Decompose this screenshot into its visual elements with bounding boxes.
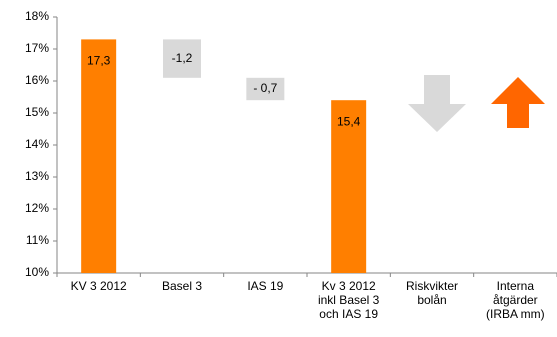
y-tick-label: 17% bbox=[25, 41, 49, 55]
down-arrow bbox=[408, 75, 466, 132]
y-tick-label: 12% bbox=[25, 201, 49, 215]
up-arrow bbox=[491, 77, 545, 128]
x-tick-label: KV 3 2012 bbox=[71, 279, 127, 293]
data-label: 15,4 bbox=[337, 114, 361, 128]
bar bbox=[246, 77, 285, 101]
data-label: 17,3 bbox=[87, 54, 111, 68]
x-tick-label: IAS 19 bbox=[247, 279, 283, 293]
x-tick-label: bolån bbox=[417, 293, 446, 307]
x-tick-label: Kv 3 2012 bbox=[322, 279, 376, 293]
y-tick-label: 11% bbox=[26, 233, 49, 247]
y-tick-label: 16% bbox=[25, 73, 49, 87]
x-tick-label: åtgärder bbox=[493, 293, 538, 307]
bar bbox=[163, 39, 201, 78]
data-label: - 0,7 bbox=[253, 81, 277, 95]
y-tick-label: 14% bbox=[25, 137, 49, 151]
x-tick-label: inkl Basel 3 bbox=[318, 293, 380, 307]
x-tick-label: Basel 3 bbox=[162, 279, 202, 293]
x-tick-label: (IRBA mm) bbox=[486, 307, 545, 321]
y-tick-label: 15% bbox=[25, 105, 49, 119]
x-tick-label: Interna bbox=[497, 279, 535, 293]
y-tick-label: 10% bbox=[25, 265, 49, 279]
x-tick-label: Riskvikter bbox=[406, 279, 458, 293]
data-label: -1,2 bbox=[172, 51, 193, 65]
y-tick-label: 18% bbox=[25, 9, 49, 23]
y-tick-label: 13% bbox=[25, 169, 49, 183]
bar bbox=[331, 100, 367, 273]
x-tick-label: och IAS 19 bbox=[319, 307, 378, 321]
bar bbox=[81, 39, 117, 274]
